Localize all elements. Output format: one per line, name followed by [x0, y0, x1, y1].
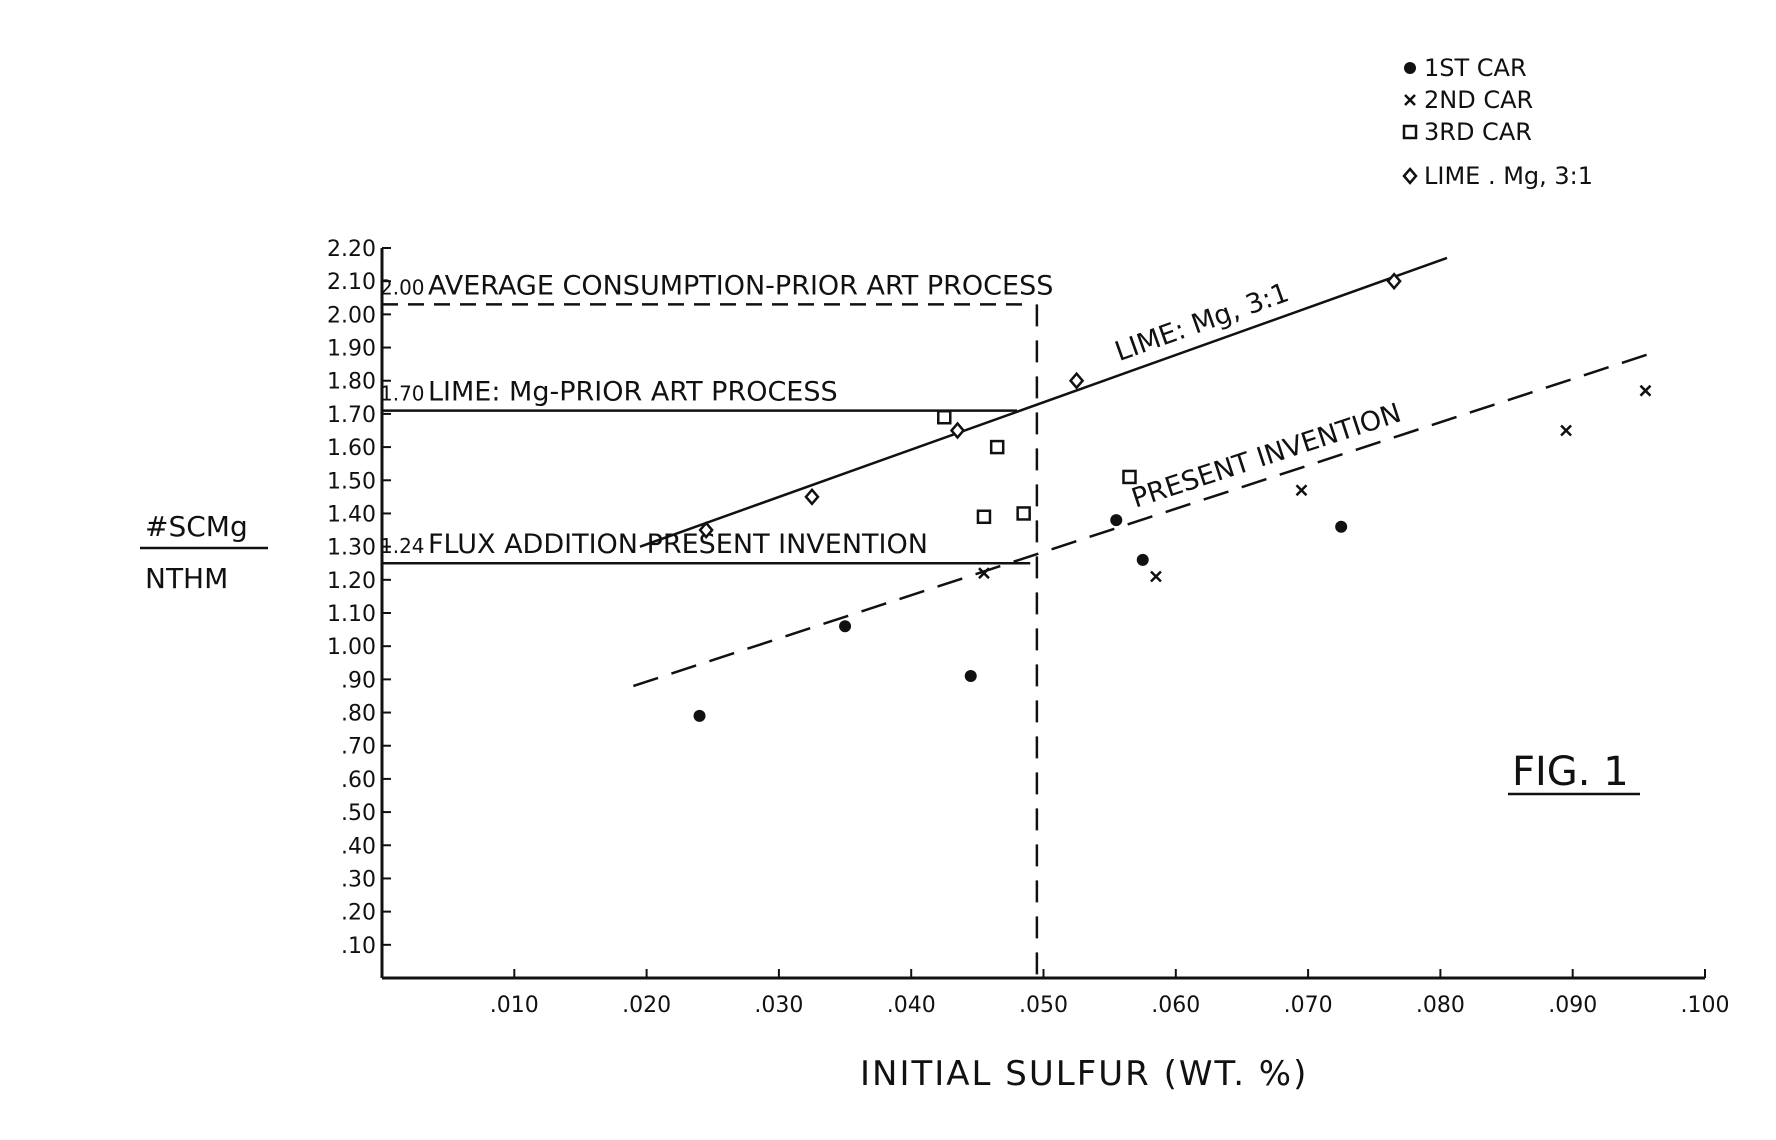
y-tick-label: 1.10	[327, 602, 376, 627]
y-tick-label: 1.50	[327, 469, 376, 494]
axes	[382, 248, 1705, 978]
y-axis-label-denominator: NTHM	[145, 562, 228, 595]
reference-lines: 2.00AVERAGE CONSUMPTION-PRIOR ART PROCES…	[380, 270, 1053, 978]
y-tick-label: 1.60	[327, 436, 376, 461]
reference-line-value: 1.70	[380, 382, 425, 406]
y-tick-label: 1.00	[327, 635, 376, 660]
reference-line-text: LIME: Mg-PRIOR ART PROCESS	[428, 377, 838, 408]
fit-lines: LIME: Mg, 3:1PRESENT INVENTION	[633, 258, 1658, 686]
data-point-dot	[1137, 554, 1149, 566]
y-tick-label: .40	[341, 834, 376, 859]
data-point-diamond	[806, 490, 818, 504]
x-tick-label: .010	[490, 993, 539, 1018]
legend: 1ST CAR 2ND CAR 3RD CAR LIME . Mg, 3:1	[1404, 54, 1593, 190]
y-tick-label: .80	[341, 702, 376, 727]
y-tick-label: .10	[341, 934, 376, 959]
fit-line-label: PRESENT INVENTION	[1128, 398, 1405, 515]
x-tick-label: .100	[1681, 993, 1730, 1018]
x-tick-label: .040	[887, 993, 936, 1018]
data-point-diamond	[1404, 169, 1416, 183]
y-tick-label: .70	[341, 735, 376, 760]
data-point-square	[1018, 507, 1030, 519]
y-tick-label: 1.40	[327, 502, 376, 527]
data-point-diamond	[1071, 374, 1083, 388]
data-point-x	[1151, 572, 1161, 582]
x-tick-label: .020	[622, 993, 671, 1018]
x-tick-label: .070	[1284, 993, 1333, 1018]
y-tick-label: .60	[341, 768, 376, 793]
y-tick-label: .30	[341, 867, 376, 892]
y-tick-label: .50	[341, 801, 376, 826]
data-point-dot	[1110, 514, 1122, 526]
y-tick-label: 2.20	[327, 237, 376, 262]
tick-labels: .010 .020 .030 .040 .050 .060 .070 .080 .090 .100…	[327, 237, 1729, 1018]
legend-entry-label: LIME . Mg, 3:1	[1424, 162, 1593, 190]
data-point-dot	[965, 670, 977, 682]
series-group	[979, 386, 1650, 582]
x-tick-label: .080	[1416, 993, 1465, 1018]
data-point-x	[1296, 485, 1306, 495]
y-tick-label: 1.70	[327, 403, 376, 428]
data-point-dot	[1335, 521, 1347, 533]
x-tick-label: .060	[1151, 993, 1200, 1018]
y-tick-label: 1.90	[327, 337, 376, 362]
y-tick-label: 2.10	[327, 270, 376, 295]
data-point-square	[978, 511, 990, 523]
data-point-square	[991, 441, 1003, 453]
y-tick-label: 1.30	[327, 536, 376, 561]
data-point-dot	[1404, 62, 1416, 74]
y-tick-label: 1.20	[327, 569, 376, 594]
legend-entry-label: 3RD CAR	[1424, 118, 1532, 146]
x-tick-label: .030	[754, 993, 803, 1018]
y-axis-label-numerator: #SCMg	[145, 510, 248, 543]
x-tick-label: .050	[1019, 993, 1068, 1018]
data-point-square	[938, 411, 950, 423]
y-tick-label: .20	[341, 901, 376, 926]
data-point-x	[1561, 426, 1571, 436]
legend-entry-label: 1ST CAR	[1424, 54, 1527, 82]
reference-line-value: 1.24	[380, 534, 425, 558]
data-point-x	[1640, 386, 1650, 396]
data-point-dot	[694, 710, 706, 722]
reference-line-text: AVERAGE CONSUMPTION-PRIOR ART PROCESS	[428, 270, 1053, 301]
reference-line-value: 2.00	[380, 275, 425, 299]
y-tick-label: 2.00	[327, 303, 376, 328]
figure-label: FIG. 1	[1512, 749, 1629, 795]
x-axis-label: INITIAL SULFUR (WT. %)	[860, 1054, 1308, 1094]
data-point-dot	[839, 620, 851, 632]
data-point-square	[1404, 126, 1416, 138]
legend-entry-label: 2ND CAR	[1424, 86, 1533, 114]
y-tick-label: .90	[341, 668, 376, 693]
data-point-x	[1405, 95, 1415, 105]
x-tick-label: .090	[1548, 993, 1597, 1018]
y-tick-label: 1.80	[327, 370, 376, 395]
data-point-square	[1123, 471, 1135, 483]
